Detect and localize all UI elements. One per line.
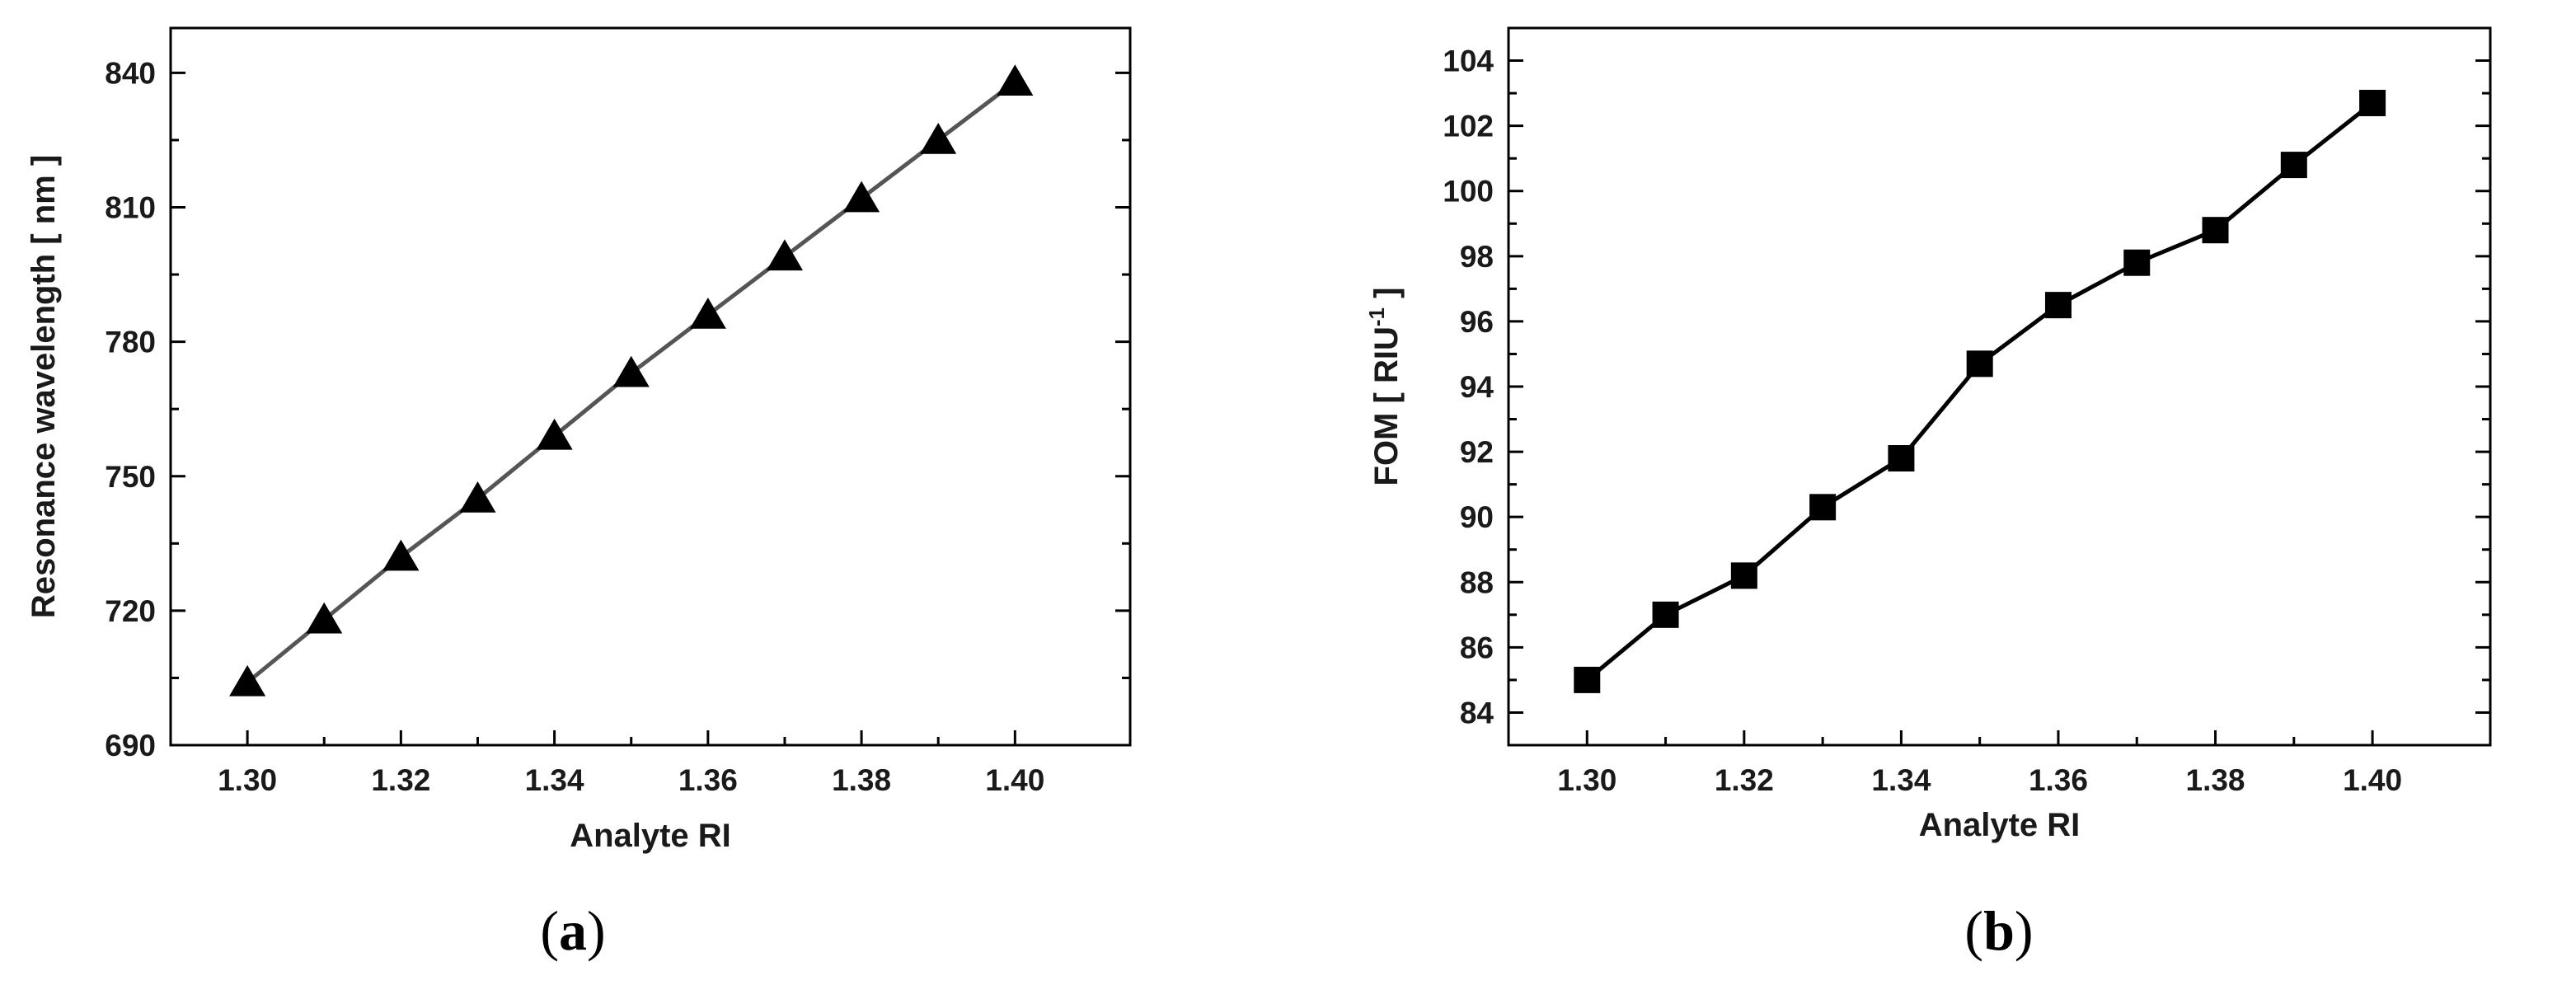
y-tick-label: 96: [1460, 305, 1494, 339]
y-tick-label: 98: [1460, 240, 1494, 274]
chart-b: 1.30 1.32 1.34 1.36 1.38 1.40 84 86 88 90 92 94 96 98…: [1364, 26, 2492, 962]
y-tick-label: 690: [105, 729, 156, 762]
data-point: [1730, 562, 1757, 589]
y-tick-label: 94: [1460, 370, 1494, 404]
data-point: [1809, 494, 1837, 521]
y-tick-label: 100: [1443, 175, 1494, 209]
panel-label: (b): [1964, 899, 2033, 962]
data-point: [536, 418, 573, 450]
x-tick-label: 1.38: [832, 763, 891, 797]
data-point: [2359, 89, 2386, 116]
data-point: [920, 122, 957, 154]
y-tick-label: 104: [1443, 45, 1494, 78]
data-point: [229, 664, 266, 697]
y-axis-label-text: Resonance wavelength [ nm ]: [26, 155, 62, 618]
chart-a: 1.30 1.32 1.34 1.36 1.38 1.40 690 720 750 780 810 8…: [26, 26, 1132, 962]
data-point: [1652, 601, 1679, 628]
x-tick-label: 1.32: [1715, 763, 1774, 797]
y-tick-label: 840: [105, 56, 156, 90]
x-tick-label: 1.40: [2343, 763, 2402, 797]
panel-label-letter: b: [1983, 899, 2015, 962]
plot-frame: [169, 26, 1132, 747]
y-axis-label-tail: ]: [1368, 288, 1405, 307]
x-axis-label: Analyte RI: [570, 818, 731, 854]
x-axis-label: Analyte RI: [1919, 807, 2081, 843]
y-tick-label: 720: [105, 594, 156, 628]
data-point: [1574, 666, 1601, 693]
x-tick-label: 1.36: [678, 763, 738, 797]
y-tick-label: 750: [105, 460, 156, 494]
data-point: [2044, 292, 2072, 319]
panel-label-letter: a: [559, 899, 587, 962]
x-tick-label: 1.36: [2029, 763, 2088, 797]
data-point: [2123, 249, 2151, 276]
data-point: [766, 239, 804, 271]
y-tick-label: 92: [1460, 435, 1494, 469]
panel-label-open: (: [1964, 899, 1983, 962]
data-point: [459, 481, 496, 513]
y-tick-label: 810: [105, 191, 156, 225]
y-tick-label: 86: [1460, 631, 1494, 664]
data-point: [689, 298, 726, 329]
data-point: [2280, 152, 2307, 179]
panel-label-close: ): [587, 899, 606, 962]
panel-label-close: ): [2015, 899, 2034, 962]
y-axis-label: FOM [ RIU-1 ]: [1364, 288, 1405, 486]
x-tick-label: 1.34: [1871, 763, 1931, 797]
data-point: [1888, 445, 1915, 471]
y-tick-label: 90: [1460, 500, 1494, 534]
x-tick-label: 1.30: [1557, 763, 1616, 797]
x-tick-label: 1.40: [985, 763, 1044, 797]
x-tick-label: 1.38: [2186, 763, 2245, 797]
panel-label: (a): [540, 899, 605, 962]
data-point: [1966, 350, 1993, 378]
y-axis-label-text: FOM [ RIU: [1368, 326, 1405, 485]
panel-label-open: (: [540, 899, 559, 962]
y-axis-label: Resonance wavelength [ nm ]: [26, 155, 62, 618]
y-tick-label: 102: [1443, 110, 1494, 143]
y-tick-label: 780: [105, 326, 156, 359]
y-tick-label: 84: [1460, 696, 1494, 729]
y-axis-label-superscript: -1: [1364, 307, 1389, 326]
data-point: [843, 181, 880, 213]
plot-frame: [1507, 26, 2492, 747]
data-point: [612, 355, 650, 387]
series-line: [1585, 101, 2374, 682]
x-tick-label: 1.32: [371, 763, 430, 797]
y-tick-label: 88: [1460, 565, 1494, 599]
data-point: [306, 602, 343, 634]
x-tick-label: 1.30: [218, 763, 277, 797]
data-point: [2202, 217, 2229, 244]
x-tick-label: 1.34: [525, 763, 584, 797]
data-point: [382, 539, 420, 571]
data-point: [997, 64, 1034, 96]
